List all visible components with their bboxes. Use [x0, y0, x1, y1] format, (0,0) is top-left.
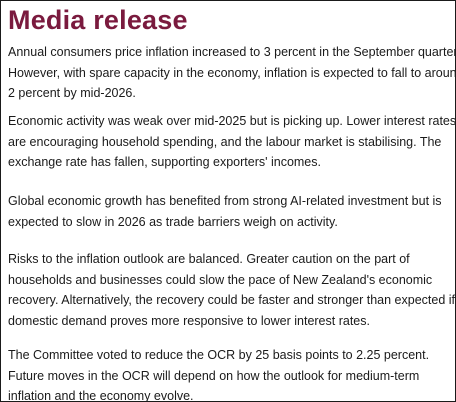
paragraph-line: households and businesses could slow the… — [8, 272, 433, 287]
paragraph-line: 2 percent by mid-2026. — [8, 86, 136, 100]
paragraph-global-growth: Global economic growth has benefited fro… — [8, 191, 452, 232]
paragraph-line: Global economic growth has benefited fro… — [8, 194, 442, 208]
paragraph-line: are encouraging household spending, and … — [8, 134, 442, 149]
paragraph-ocr-decision: The Committee voted to reduce the OCR by… — [8, 345, 452, 402]
paragraph-line: Annual consumers price inflation increas… — [8, 45, 456, 59]
paragraph-line: exchange rate has fallen, supporting exp… — [8, 155, 321, 169]
paragraph-line: recovery. Alternatively, the recovery co… — [8, 293, 455, 307]
paragraph-line: inflation and the economy evolve. — [8, 389, 194, 402]
paragraph-line: The Committee voted to reduce the OCR by… — [8, 348, 430, 362]
paragraph-line: Risks to the inflation outlook are balan… — [8, 252, 410, 266]
paragraph-inflation: Annual consumers price inflation increas… — [8, 42, 456, 104]
paragraph-risks: Risks to the inflation outlook are balan… — [8, 249, 455, 331]
paragraph-economic-activity: Economic activity was weak over mid-2025… — [8, 111, 456, 173]
page-title: Media release — [8, 5, 188, 35]
paragraph-line: expected to slow in 2026 as trade barrie… — [8, 214, 338, 229]
paragraph-line: Future moves in the OCR will depend on h… — [8, 368, 420, 383]
paragraph-line: Economic activity was weak over mid-2025… — [8, 114, 456, 128]
paragraph-line: However, with spare capacity in the econ… — [8, 65, 456, 80]
paragraph-line: domestic demand proves more responsive t… — [8, 313, 370, 328]
